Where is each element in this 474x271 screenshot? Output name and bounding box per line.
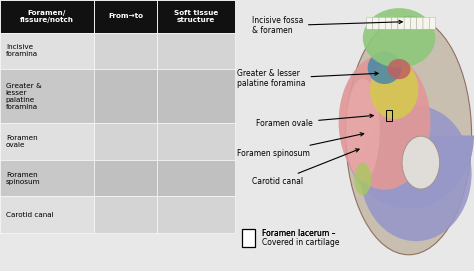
FancyBboxPatch shape bbox=[94, 69, 157, 123]
FancyBboxPatch shape bbox=[157, 0, 235, 33]
Text: Incisive
foramina: Incisive foramina bbox=[6, 44, 38, 57]
FancyBboxPatch shape bbox=[385, 17, 392, 29]
Text: From→to: From→to bbox=[108, 13, 143, 19]
FancyBboxPatch shape bbox=[157, 196, 235, 233]
FancyBboxPatch shape bbox=[157, 33, 235, 69]
FancyBboxPatch shape bbox=[242, 229, 255, 247]
FancyBboxPatch shape bbox=[366, 17, 373, 29]
Text: Foramen ovale: Foramen ovale bbox=[256, 114, 374, 128]
Text: Soft tissue
structure: Soft tissue structure bbox=[174, 10, 218, 23]
Text: Foramen: Foramen bbox=[263, 230, 299, 238]
FancyBboxPatch shape bbox=[94, 160, 157, 196]
FancyBboxPatch shape bbox=[398, 17, 404, 29]
FancyBboxPatch shape bbox=[157, 160, 235, 196]
Ellipse shape bbox=[363, 8, 435, 68]
Ellipse shape bbox=[346, 79, 380, 182]
FancyBboxPatch shape bbox=[0, 0, 94, 33]
Text: Carotid canal: Carotid canal bbox=[6, 212, 54, 218]
FancyBboxPatch shape bbox=[94, 33, 157, 69]
FancyBboxPatch shape bbox=[94, 0, 157, 33]
Wedge shape bbox=[347, 136, 474, 209]
FancyBboxPatch shape bbox=[392, 17, 398, 29]
Text: Covered in cartilage: Covered in cartilage bbox=[263, 237, 340, 247]
Text: Foramen spinosum: Foramen spinosum bbox=[237, 133, 364, 158]
FancyBboxPatch shape bbox=[423, 17, 429, 29]
Ellipse shape bbox=[402, 136, 439, 189]
Text: Carotid canal: Carotid canal bbox=[252, 149, 359, 186]
Text: Greater & lesser
palatine foramina: Greater & lesser palatine foramina bbox=[237, 69, 378, 88]
FancyBboxPatch shape bbox=[379, 17, 385, 29]
FancyBboxPatch shape bbox=[0, 33, 94, 69]
Text: Foramen lacerum –: Foramen lacerum – bbox=[263, 230, 336, 238]
Ellipse shape bbox=[360, 106, 472, 241]
FancyBboxPatch shape bbox=[0, 160, 94, 196]
FancyBboxPatch shape bbox=[404, 17, 410, 29]
FancyBboxPatch shape bbox=[157, 123, 235, 160]
Ellipse shape bbox=[388, 59, 410, 79]
Text: Foramen
spinosum: Foramen spinosum bbox=[6, 172, 40, 185]
Text: Foramen lacerum –: Foramen lacerum – bbox=[263, 230, 336, 238]
FancyBboxPatch shape bbox=[0, 196, 94, 233]
FancyBboxPatch shape bbox=[0, 123, 94, 160]
FancyBboxPatch shape bbox=[157, 69, 235, 123]
Ellipse shape bbox=[368, 51, 401, 84]
Text: Foramen/
fissure/notch: Foramen/ fissure/notch bbox=[20, 10, 74, 23]
Ellipse shape bbox=[338, 54, 430, 190]
FancyBboxPatch shape bbox=[94, 123, 157, 160]
FancyBboxPatch shape bbox=[410, 17, 417, 29]
FancyBboxPatch shape bbox=[373, 17, 379, 29]
Ellipse shape bbox=[355, 163, 371, 195]
FancyBboxPatch shape bbox=[417, 17, 423, 29]
Text: Incisive fossa
& foramen: Incisive fossa & foramen bbox=[252, 16, 402, 36]
Text: Greater &
lesser
palatine
foramina: Greater & lesser palatine foramina bbox=[6, 83, 42, 110]
FancyBboxPatch shape bbox=[429, 17, 436, 29]
Text: Foramen
ovale: Foramen ovale bbox=[6, 135, 37, 148]
Ellipse shape bbox=[370, 60, 419, 119]
FancyBboxPatch shape bbox=[0, 69, 94, 123]
FancyBboxPatch shape bbox=[94, 196, 157, 233]
Ellipse shape bbox=[346, 16, 472, 255]
